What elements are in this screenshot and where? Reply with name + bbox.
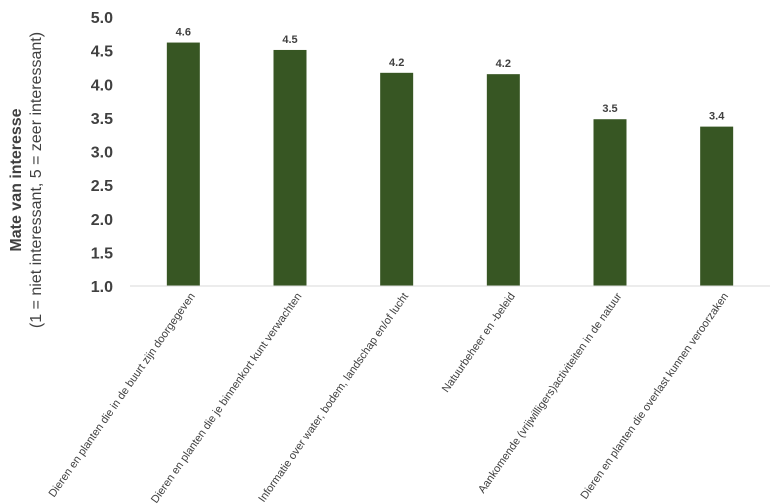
data-label: 4.5 <box>282 34 297 46</box>
data-label: 3.4 <box>709 111 725 123</box>
data-label: 4.2 <box>389 57 404 69</box>
y-tick-label: 5.0 <box>91 10 113 27</box>
data-label: 4.6 <box>176 27 191 39</box>
data-label: 4.2 <box>496 58 511 70</box>
y-tick-label: 3.0 <box>91 145 113 162</box>
y-tick-label: 1.5 <box>91 245 113 262</box>
bar <box>593 119 627 286</box>
y-axis-label: Mate van interesse <box>8 108 25 251</box>
data-labels: 4.6 4.5 4.2 4.2 3.5 3.4 <box>176 27 726 123</box>
y-axis-ticks: 1.0 1.5 2.0 2.5 3.0 3.5 4.0 4.5 5.0 <box>91 10 113 296</box>
y-axis-title: Mate van interesse (1 = niet interessant… <box>8 32 45 328</box>
y-tick-label: 4.0 <box>91 77 113 94</box>
bar <box>700 126 734 287</box>
y-tick-label: 3.5 <box>91 111 113 128</box>
category-label: Natuurbeheer en -beleid <box>440 291 518 395</box>
bar <box>273 49 307 286</box>
y-tick-label: 2.5 <box>91 178 113 195</box>
bars <box>166 42 734 287</box>
y-tick-label: 2.0 <box>91 212 113 229</box>
bar <box>486 74 520 286</box>
data-label: 3.5 <box>602 103 617 115</box>
bar <box>380 72 414 286</box>
y-tick-label: 4.5 <box>91 44 113 61</box>
bar <box>166 42 200 287</box>
y-axis-sublabel: (1 = niet interessant, 5 = zeer interess… <box>28 32 45 328</box>
category-labels: Dieren en planten die in de buurt zijn d… <box>47 291 732 504</box>
y-tick-label: 1.0 <box>91 279 113 296</box>
